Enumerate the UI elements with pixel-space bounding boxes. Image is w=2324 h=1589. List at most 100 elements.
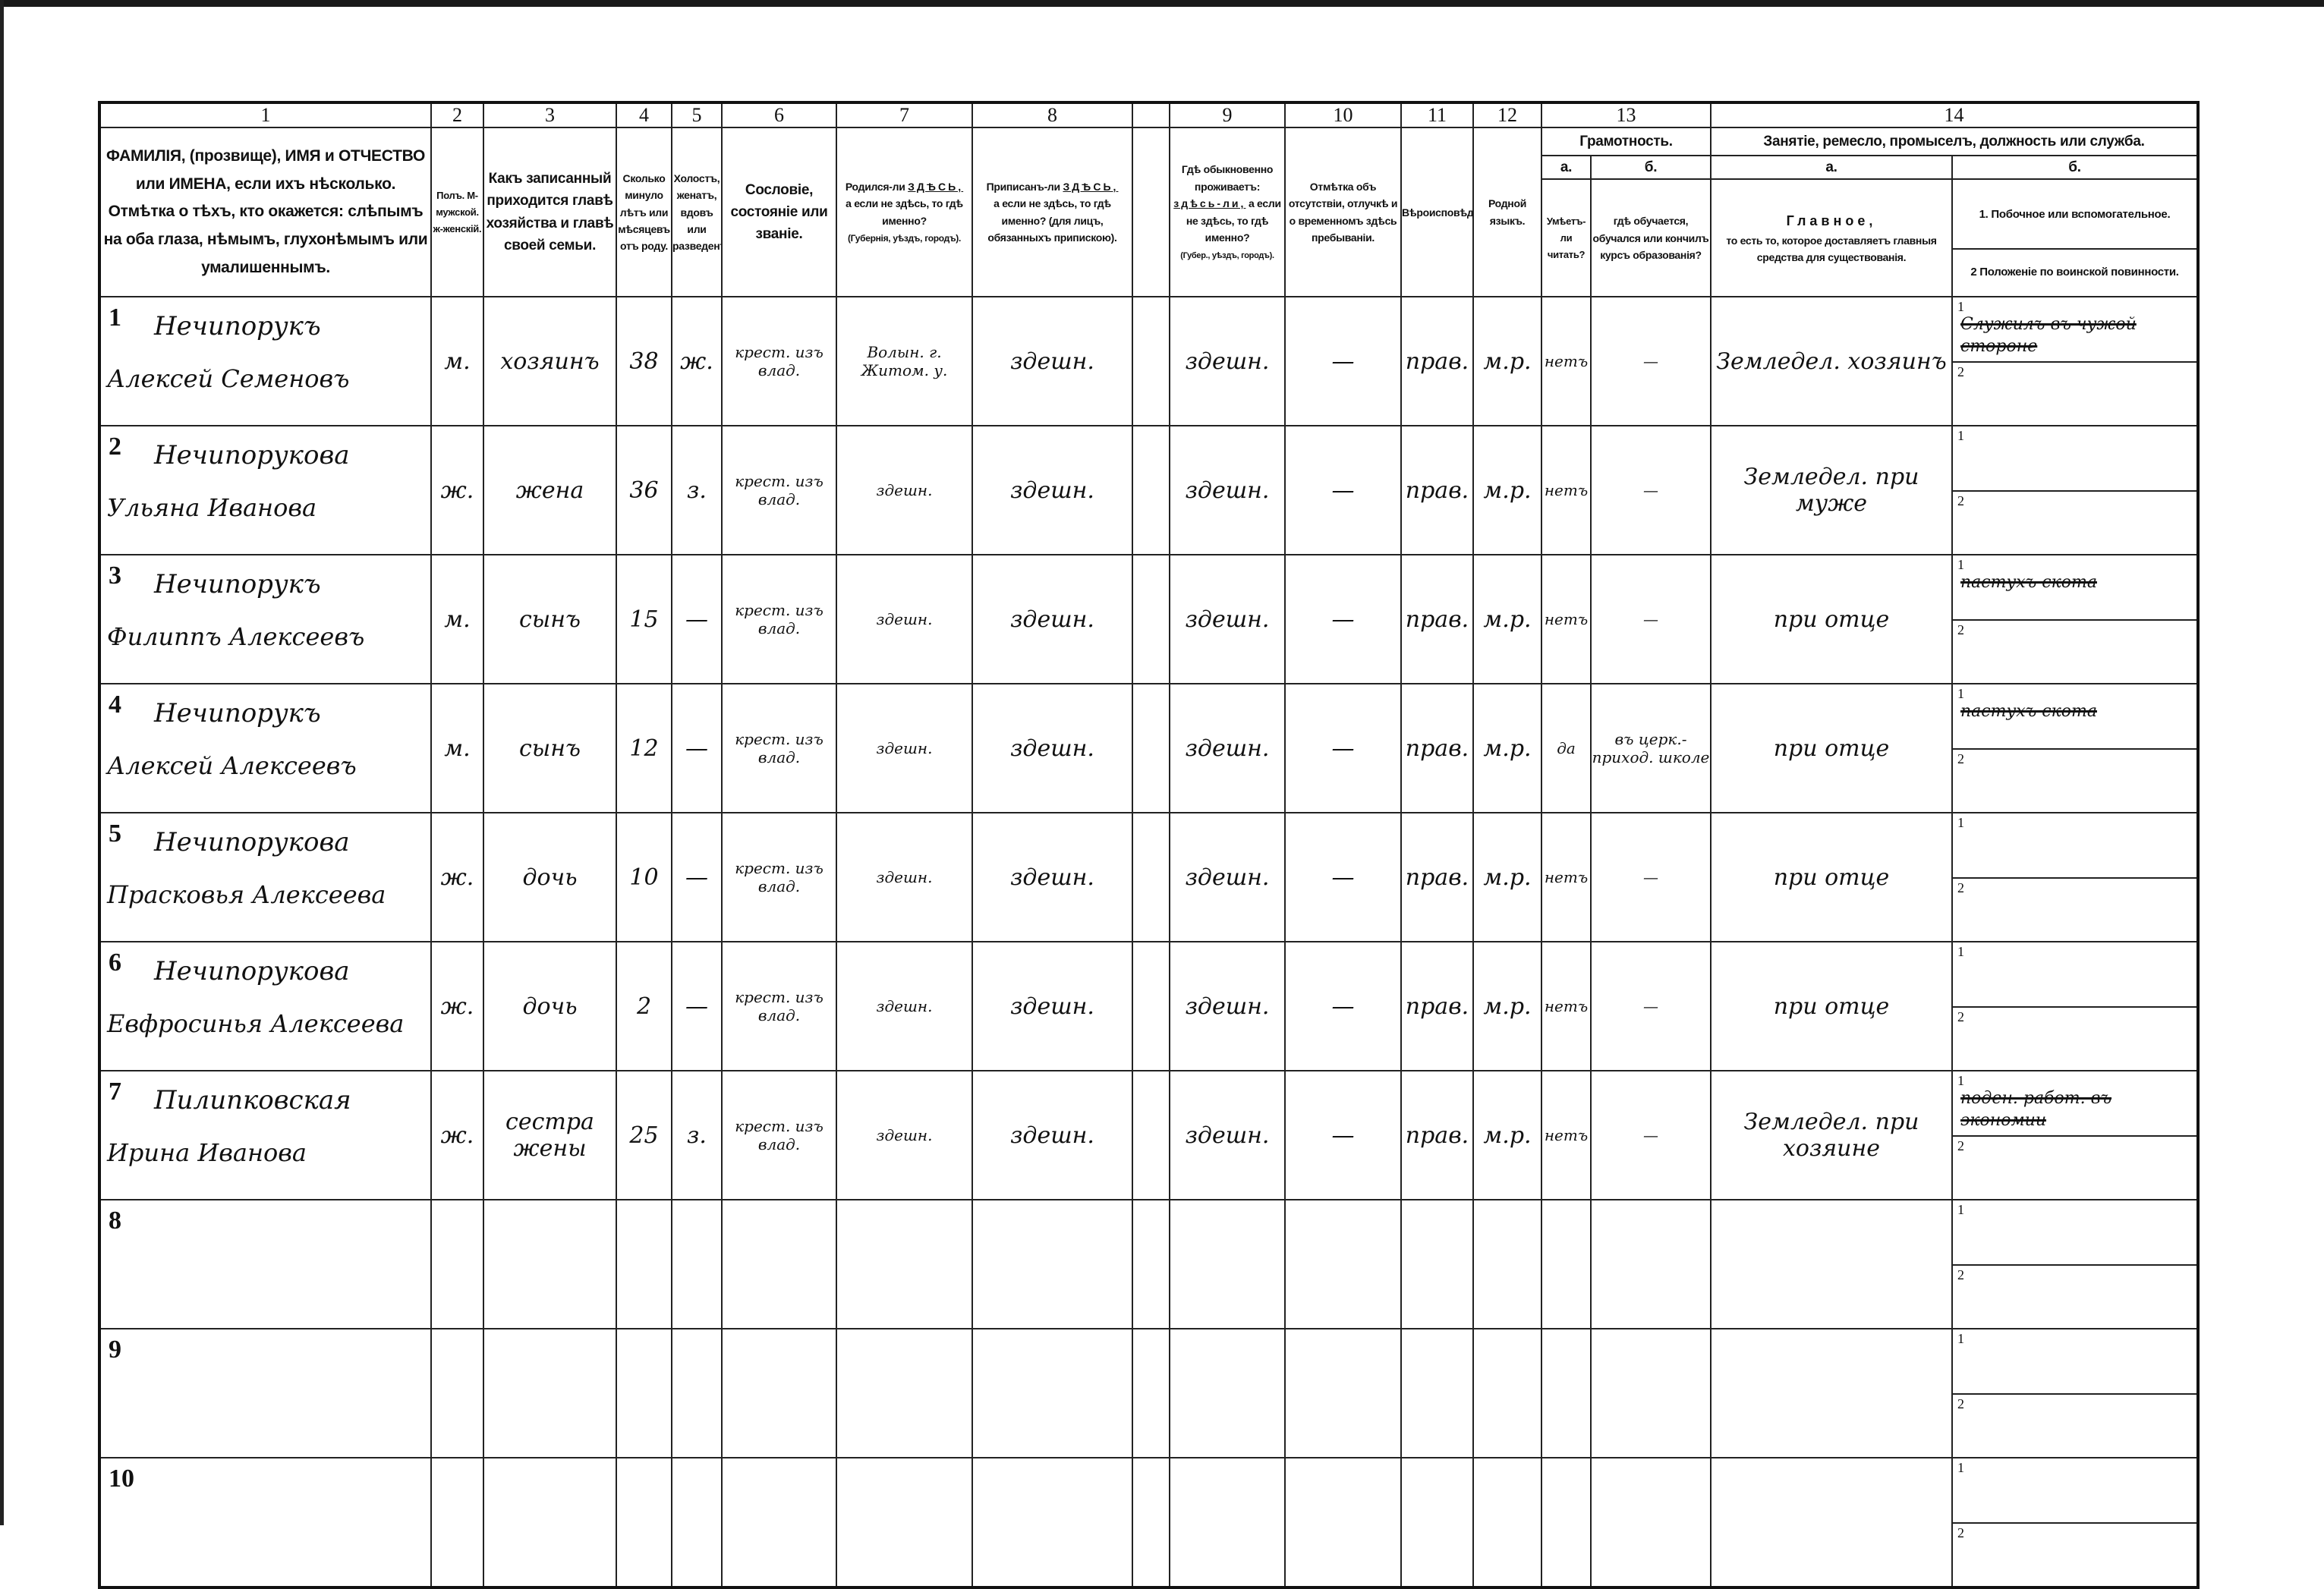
header-residence-here: здѣсь-ли,	[1173, 197, 1246, 210]
col-number: 4	[616, 102, 672, 128]
header-main-occupation-title: Главное,	[1786, 213, 1877, 229]
sex-cell: ж.	[430, 941, 484, 1072]
header-birthplace-b: а если не здѣсь, то гдѣ именно?	[846, 197, 963, 227]
side-occupation: 1	[1954, 427, 2196, 490]
residence-cell	[1169, 1457, 1286, 1589]
lit-b-cell: въ церк.-приход. школе	[1590, 683, 1712, 814]
person-name-cell: 6 Нечипорукова Евфросинья Алексеева	[99, 941, 432, 1072]
given-name-patronymic: Евфросинья Алексеева	[107, 1009, 405, 1039]
person-name-cell: 8	[99, 1199, 432, 1330]
age-cell: 12	[616, 683, 672, 814]
birthplace-cell: Волын. г. Житом. у.	[836, 296, 973, 427]
estate-cell: крест. изъ влад.	[721, 296, 837, 427]
side-occupation-cell: 1 2	[1951, 941, 2199, 1072]
military-status: 2	[1954, 1264, 2196, 1327]
side-label-1: 1	[1957, 557, 1964, 573]
lit-a-cell: да	[1541, 683, 1592, 814]
side-label-2: 2	[1957, 751, 1964, 767]
relation-cell: жена	[483, 425, 617, 556]
language-cell: м.р.	[1472, 1070, 1542, 1201]
header-education: гдѣ обучается, обучался или кончилъ курс…	[1590, 178, 1712, 298]
side-occupation-cell: 1 2	[1951, 425, 2199, 556]
estate-cell: крест. изъ влад.	[721, 941, 837, 1072]
side-label-2: 2	[1957, 493, 1964, 509]
header-occupation-b: б.	[1951, 154, 2199, 181]
sex-cell: ж.	[430, 425, 484, 556]
occ-main-cell: при отце	[1710, 812, 1953, 943]
col-number: 7	[836, 102, 973, 128]
residence-cell	[1169, 1199, 1286, 1330]
language-cell: м.р.	[1472, 554, 1542, 685]
occ-main-cell	[1710, 1457, 1953, 1589]
age-cell: 25	[616, 1070, 672, 1201]
header-registered-a: Приписанъ-ли	[986, 180, 1061, 193]
person-row: 2 Нечипорукова Ульяна Иванова ж. жена 36 з. к…	[99, 425, 2199, 556]
absence-cell: —	[1284, 1070, 1402, 1201]
col-number-blank	[1132, 102, 1170, 128]
estate-cell	[721, 1199, 837, 1330]
person-row: 6 Нечипорукова Евфросинья Алексеева ж. доч…	[99, 941, 2199, 1072]
absence-cell	[1284, 1457, 1402, 1589]
blank-cell	[1132, 1457, 1170, 1589]
row-number: 1	[109, 304, 121, 332]
language-cell	[1472, 1199, 1542, 1330]
military-status: 2	[1954, 1522, 2196, 1586]
absence-cell	[1284, 1328, 1402, 1459]
occ-main-cell: при отце	[1710, 683, 1953, 814]
side-label-1: 1	[1957, 1073, 1964, 1089]
row-number: 9	[109, 1336, 121, 1364]
birthplace-cell: здешн.	[836, 812, 973, 943]
person-name-cell: 10	[99, 1457, 432, 1589]
language-cell: м.р.	[1472, 941, 1542, 1072]
side-occupation-cell: 1 пастухъ скота 2	[1951, 554, 2199, 685]
relation-cell: сынъ	[483, 683, 617, 814]
header-sex: Полъ. М-мужской. ж-женскій.	[430, 126, 484, 298]
military-status: 2	[1954, 490, 2196, 553]
given-name-patronymic: Прасковья Алексеева	[107, 880, 386, 910]
religion-cell	[1400, 1199, 1474, 1330]
side-label-2: 2	[1957, 1009, 1964, 1025]
estate-cell: крест. изъ влад.	[721, 554, 837, 685]
occ-main-cell: при отце	[1710, 941, 1953, 1072]
relation-cell: хозяинъ	[483, 296, 617, 427]
header-literacy-b: б.	[1590, 154, 1712, 181]
occ-main-cell: Земледел. при муже	[1710, 425, 1953, 556]
side-occupation-text: пастухъ скота	[1960, 702, 2097, 722]
header-marital: Холостъ, женатъ, вдовъ или разведенъ.	[671, 126, 723, 298]
occ-main-cell: при отце	[1710, 554, 1953, 685]
age-cell: 38	[616, 296, 672, 427]
language-cell	[1472, 1457, 1542, 1589]
birthplace-cell: здешн.	[836, 683, 973, 814]
column-number-row: 1 2 3 4 5 6 7 8 9 10 11 12 13 14	[99, 102, 2199, 128]
header-blank	[1132, 126, 1170, 298]
header-residence: Гдѣ обыкновенно проживаетъ: здѣсь-ли, а …	[1169, 126, 1286, 298]
age-cell: 15	[616, 554, 672, 685]
col-number: 13	[1541, 102, 1712, 128]
side-occupation: 1	[1954, 943, 2196, 1006]
side-occupation: 1	[1954, 1459, 2196, 1522]
census-form-table: 1 2 3 4 5 6 7 8 9 10 11 12 13 14 ФАМИЛІЯ…	[98, 101, 2200, 1589]
relation-cell: сынъ	[483, 554, 617, 685]
estate-cell: крест. изъ влад.	[721, 425, 837, 556]
blank-cell	[1132, 296, 1170, 427]
header-estate: Сословіе, состояніе или званіе.	[721, 126, 837, 298]
col-number: 6	[721, 102, 837, 128]
age-cell	[616, 1328, 672, 1459]
lit-a-cell: нетъ	[1541, 554, 1592, 685]
military-status: 2	[1954, 877, 2196, 940]
registered-cell: здешн.	[971, 554, 1133, 685]
side-occupation-cell: 1 2	[1951, 1199, 2199, 1330]
person-row: 7 Пилипковская Ирина Иванова ж. сестра жен…	[99, 1070, 2199, 1201]
birthplace-cell	[836, 1199, 973, 1330]
age-cell: 36	[616, 425, 672, 556]
surname: Нечипорукъ	[154, 311, 321, 342]
registered-cell	[971, 1199, 1133, 1330]
language-cell: м.р.	[1472, 425, 1542, 556]
blank-cell	[1132, 812, 1170, 943]
col-number: 1	[99, 102, 432, 128]
person-row: 10 1 2	[99, 1457, 2199, 1589]
registered-cell: здешн.	[971, 1070, 1133, 1201]
blank-cell	[1132, 941, 1170, 1072]
registered-cell: здешн.	[971, 296, 1133, 427]
age-cell: 2	[616, 941, 672, 1072]
